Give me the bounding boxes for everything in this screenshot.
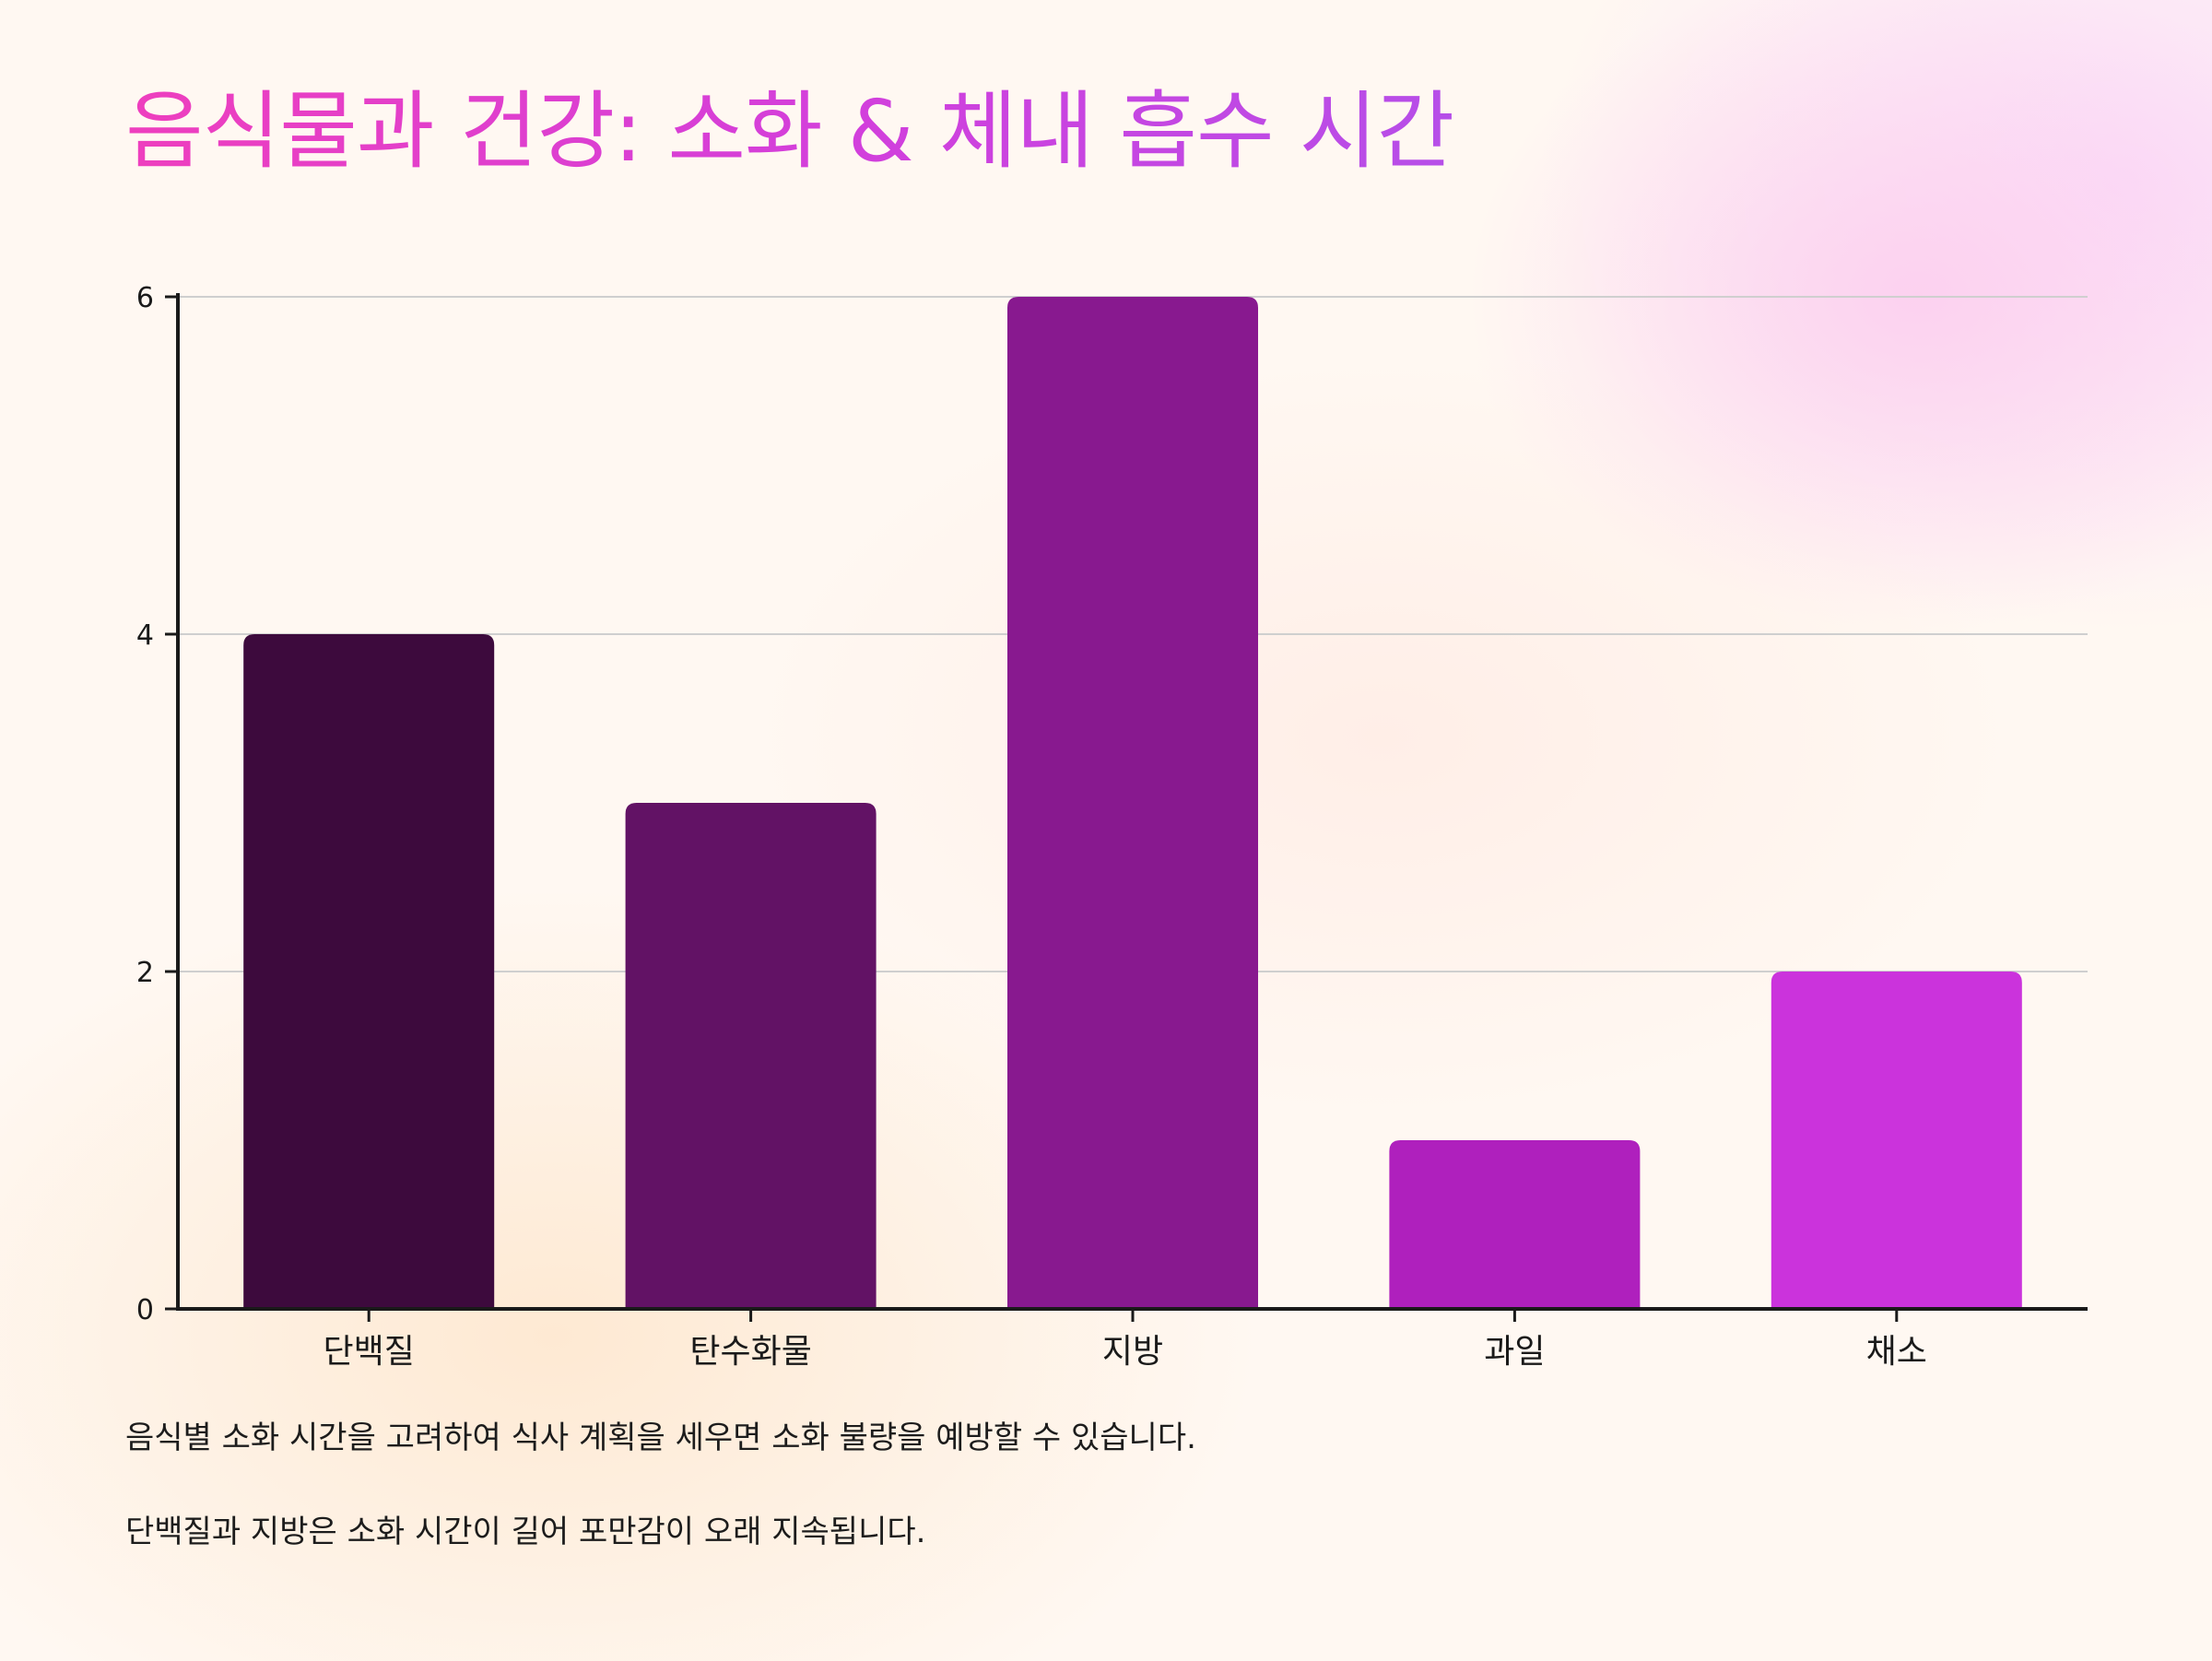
bar-2 [625, 803, 877, 1309]
bar-4 [1389, 1140, 1641, 1309]
bars [243, 297, 2022, 1309]
y-tick-label: 2 [136, 957, 154, 989]
y-tick-label: 0 [136, 1294, 154, 1326]
axis-labels: 0 2 4 6 단백질 탄수화물 지방 과일 채소 [136, 282, 1927, 1371]
bar-3 [1007, 297, 1258, 1309]
y-tick-label: 4 [136, 619, 154, 652]
x-tick-label: 단백질 [324, 1333, 415, 1371]
footnote-1: 음식별 소화 시간을 고려하여 식사 계획을 세우면 소화 불량을 예방할 수 … [125, 1420, 1196, 1456]
x-tick-label: 채소 [1866, 1333, 1927, 1371]
bar-5 [1771, 972, 2022, 1309]
bar-chart: 0 2 4 6 단백질 탄수화물 지방 과일 채소 [136, 282, 2088, 1371]
footnote-2: 단백질과 지방은 소화 시간이 길어 포만감이 오래 지속됩니다. [125, 1514, 926, 1550]
axes [165, 293, 2088, 1322]
page-title: 음식물과 건강: 소화 & 체내 흡수 시간 [125, 82, 1454, 181]
x-tick-label: 지방 [1102, 1333, 1163, 1371]
bar-1 [243, 634, 495, 1309]
y-tick-label: 6 [136, 282, 154, 314]
x-tick-label: 과일 [1484, 1333, 1545, 1371]
x-tick-label: 탄수화물 [689, 1333, 811, 1371]
